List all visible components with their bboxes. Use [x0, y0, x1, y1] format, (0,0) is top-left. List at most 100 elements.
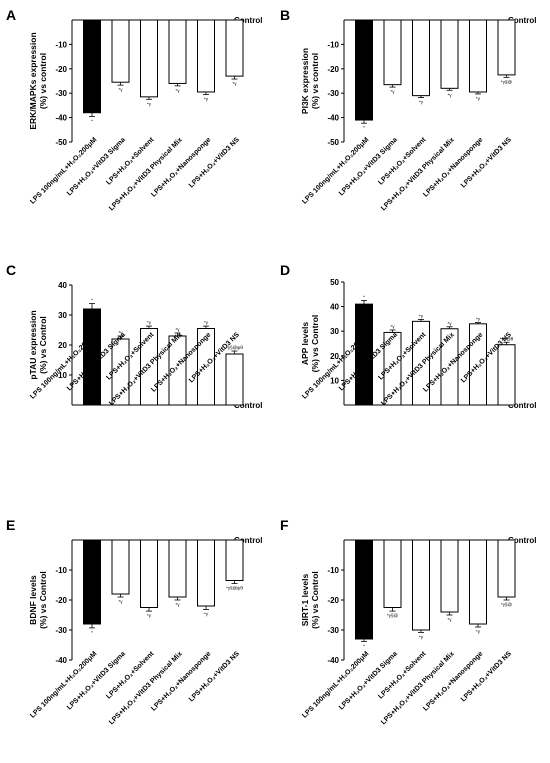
category-label-e-2: LPS+H₂O₂+Solvent	[105, 650, 156, 701]
significance-label-e-4: *γ	[204, 612, 209, 617]
y-tick-label-f-2: -30	[327, 626, 339, 635]
y-tick-label-d-1: 20	[330, 352, 339, 361]
y-axis-label-d-0: APP levels	[300, 322, 310, 366]
significance-label-c-0: *	[91, 298, 93, 303]
bar-a-1	[111, 19, 130, 83]
y-tick-label-e-1: -20	[55, 596, 67, 605]
panel-letter-a: A	[6, 7, 16, 23]
category-label-a-4: LPS+H₂O₂+Nanosponge	[150, 136, 212, 198]
significance-label-b-5: *γ§@	[501, 79, 513, 84]
significance-label-a-0: *	[91, 118, 93, 123]
y-tick-label-c-2: 30	[58, 311, 67, 320]
bar-f-2	[412, 539, 430, 631]
significance-label-a-4: *γ	[204, 96, 209, 101]
bar-b-0	[355, 19, 373, 121]
significance-label-f-2: *γ	[419, 634, 424, 639]
y-tick-label-b-4: -50	[327, 138, 339, 147]
category-label-a-1: LPS+H₂O₂+VitD3 Sigma	[66, 136, 127, 197]
y-tick-label-b-3: -40	[327, 114, 339, 123]
significance-label-c-3: *γ	[175, 327, 180, 332]
bar-b-5	[497, 19, 516, 76]
y-tick-label-a-3: -40	[55, 114, 67, 123]
panel-letter-c: C	[6, 262, 16, 278]
significance-label-d-2: *γ	[419, 313, 424, 318]
control-label-b: Control	[508, 16, 536, 25]
category-label-f-5: LPS+H₂O₂+VitD3 NS	[460, 650, 513, 703]
y-tick-label-a-1: -20	[55, 65, 67, 74]
category-label-b-4: LPS+H₂O₂+Nanosponge	[422, 136, 484, 198]
bar-e-0	[83, 539, 101, 625]
significance-label-c-5: *γ§@ψθ	[226, 345, 243, 350]
y-tick-label-f-3: -40	[327, 656, 339, 665]
y-axis-label-b-1: (%) vs control	[310, 53, 320, 109]
bar-a-5	[225, 19, 244, 77]
bar-b-3	[440, 19, 459, 89]
significance-label-e-3: *γ	[175, 602, 180, 607]
y-tick-label-d-4: 50	[330, 278, 339, 287]
panel-letter-d: D	[280, 262, 290, 278]
y-tick-label-f-0: -10	[327, 566, 339, 575]
significance-label-d-1: *γ	[390, 324, 395, 329]
significance-label-f-3: *γ	[447, 617, 452, 622]
y-tick-label-b-0: -10	[327, 40, 339, 49]
panel-letter-f: F	[280, 517, 289, 533]
bar-f-5	[497, 539, 516, 598]
significance-label-a-1: *γ	[118, 87, 123, 92]
significance-label-a-2: *γ	[147, 101, 152, 106]
significance-label-a-5: *γ	[232, 81, 237, 86]
y-tick-label-c-1: 20	[58, 341, 67, 350]
significance-label-d-3: *γ	[447, 321, 452, 326]
significance-label-e-1: *γ	[118, 599, 123, 604]
y-axis-label-e-1: (%) vs Control	[38, 571, 48, 629]
significance-label-b-2: *γ	[419, 100, 424, 105]
category-label-e-1: LPS+H₂O₂+VitD3 Sigma	[66, 650, 127, 711]
bar-f-4	[469, 539, 487, 625]
bar-e-4	[197, 539, 215, 607]
bar-e-3	[168, 539, 187, 598]
category-label-e-5: LPS+H₂O₂+VitD3 NS	[188, 650, 241, 703]
significance-label-f-4: *γ	[476, 629, 481, 634]
y-axis-label-f-0: SIRT-1 levels	[300, 574, 310, 627]
panel-letter-e: E	[6, 517, 15, 533]
bar-a-0	[83, 19, 101, 114]
bar-a-3	[168, 19, 187, 84]
control-label-a: Control	[234, 16, 262, 25]
category-label-f-1: LPS+H₂O₂+VitD3 Sigma	[338, 650, 399, 711]
bar-a-2	[140, 19, 158, 98]
y-axis-label-e-0: BDNF levels	[28, 575, 38, 625]
category-label-b-2: LPS+H₂O₂+Solvent	[377, 136, 428, 187]
bar-e-5	[225, 539, 244, 581]
y-tick-label-e-2: -30	[55, 626, 67, 635]
bar-a-4	[197, 19, 215, 93]
bar-f-1	[383, 539, 402, 608]
y-tick-label-a-4: -50	[55, 138, 67, 147]
bar-d-5	[497, 344, 516, 406]
significance-label-f-5: *γ§@	[501, 602, 513, 607]
category-label-f-2: LPS+H₂O₂+Solvent	[377, 650, 428, 701]
bar-b-1	[383, 19, 402, 86]
y-tick-label-d-2: 30	[330, 327, 339, 336]
y-tick-label-d-3: 40	[330, 303, 339, 312]
significance-label-d-5: *γ§@θ	[500, 336, 514, 341]
y-axis-label-f-1: (%) vs Control	[310, 571, 320, 629]
y-axis-label-a-0: ERK/MAPKs expression	[28, 32, 38, 129]
bar-f-3	[440, 539, 459, 613]
control-label-d: Control	[508, 401, 536, 410]
y-axis-label-c-0: pTAU expression	[28, 310, 38, 379]
bar-e-2	[140, 539, 158, 608]
significance-label-b-1: *γ	[390, 89, 395, 94]
significance-label-f-0: *	[363, 643, 365, 648]
significance-label-c-4: *γ	[204, 320, 209, 325]
y-tick-label-e-3: -40	[55, 656, 67, 665]
significance-label-b-3: *γ	[447, 92, 452, 97]
significance-label-e-5: *γ§@ψθ	[226, 586, 243, 591]
significance-label-b-4: *γ	[476, 96, 481, 101]
control-label-c: Control	[234, 401, 262, 410]
bar-f-0	[355, 539, 373, 640]
control-label-e: Control	[234, 536, 262, 545]
y-tick-label-c-3: 40	[58, 281, 67, 290]
y-tick-label-e-0: -10	[55, 566, 67, 575]
significance-label-e-2: *γ	[147, 613, 152, 618]
y-axis-label-a-1: (%) vs control	[38, 53, 48, 109]
y-tick-label-b-2: -30	[327, 89, 339, 98]
